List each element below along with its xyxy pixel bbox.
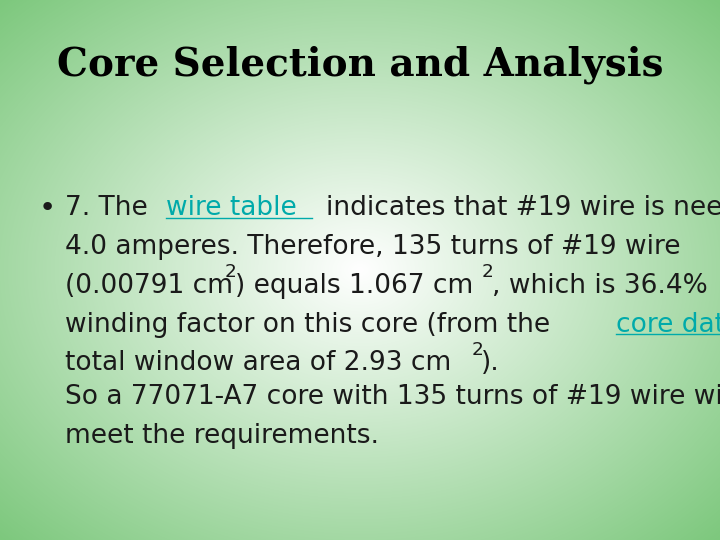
Text: 2: 2 (482, 263, 493, 281)
Text: 2: 2 (225, 263, 236, 281)
Text: total window area of 2.93 cm: total window area of 2.93 cm (65, 350, 451, 376)
Text: winding factor on this core (from the: winding factor on this core (from the (65, 312, 558, 338)
Text: 7. The: 7. The (65, 195, 156, 221)
Text: , which is 36.4%: , which is 36.4% (492, 273, 707, 299)
Text: So a 77071-A7 core with 135 turns of #19 wire will: So a 77071-A7 core with 135 turns of #19… (65, 384, 720, 410)
Text: ) equals 1.067 cm: ) equals 1.067 cm (235, 273, 473, 299)
Text: wire table: wire table (166, 195, 305, 221)
Text: ).: ). (482, 350, 500, 376)
Text: Core Selection and Analysis: Core Selection and Analysis (57, 45, 663, 84)
Text: 2: 2 (471, 341, 483, 359)
Text: indicates that #19 wire is needed for: indicates that #19 wire is needed for (326, 195, 720, 221)
Text: 4.0 amperes. Therefore, 135 turns of #19 wire: 4.0 amperes. Therefore, 135 turns of #19… (65, 234, 680, 260)
Text: •: • (38, 194, 55, 222)
Text: core data: core data (616, 312, 720, 338)
Text: meet the requirements.: meet the requirements. (65, 423, 379, 449)
Text: (0.00791 cm: (0.00791 cm (65, 273, 233, 299)
